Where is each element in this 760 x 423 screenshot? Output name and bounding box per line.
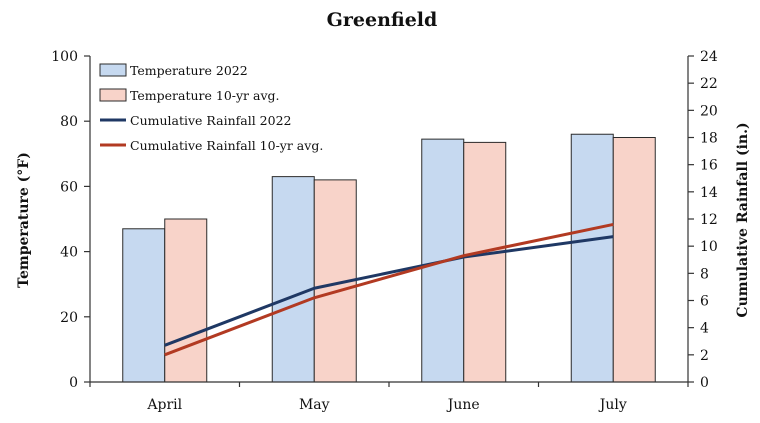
x-tick-label: April [146,397,182,413]
y2-tick-label: 24 [700,49,718,65]
x-tick-label: July [598,397,627,413]
line-rainfall-2022 [164,235,614,347]
line-rainfall-10yr [164,222,614,357]
y2-tick-label: 20 [700,103,718,119]
y-tick-label: 20 [60,310,78,326]
y2-tick-label: 16 [700,158,718,174]
bar-temp-2022-july [570,133,614,383]
y-axis-title: Temperature (°F) [16,152,32,288]
bar-temp-10yr-april [164,218,208,383]
y2-tick-label: 18 [700,131,718,147]
chart-title: Greenfield [327,9,438,31]
legend-label-2: Cumulative Rainfall 2022 [130,113,291,128]
legend-label-3: Cumulative Rainfall 10-yr avg. [130,138,323,153]
legend-swatch-1 [99,88,127,102]
y2-tick-label: 10 [700,239,718,255]
legend-label-1: Temperature 10-yr avg. [130,88,280,103]
y2-tick-label: 14 [700,185,718,201]
y2-tick-label: 2 [700,348,709,364]
y2-tick-label: 12 [700,212,718,228]
bar-temp-10yr-june [463,141,507,383]
y2-tick-label: 22 [700,76,718,92]
x-tick-label: May [299,397,330,413]
y-tick-label: 40 [60,245,78,261]
y-tick-label: 80 [60,114,78,130]
legend-swatch-0 [99,63,127,77]
bar-temp-2022-may [271,176,315,383]
y-tick-label: 0 [69,375,78,391]
y-tick-label: 100 [51,49,78,65]
y2-axis-title: Cumulative Rainfall (in.) [735,122,751,317]
y-tick-label: 60 [60,179,78,195]
y2-tick-label: 0 [700,375,709,391]
lines-layer [164,222,614,357]
y2-tick-label: 6 [700,294,709,310]
bar-temp-2022-april [122,228,166,383]
y2-tick-label: 8 [700,266,709,282]
legend-label-0: Temperature 2022 [130,63,248,78]
legend: Temperature 2022 Temperature 10-yr avg. Cu… [99,63,323,153]
bars-layer [122,133,656,383]
x-tick-label: June [446,397,480,413]
y2-tick-label: 4 [700,321,709,337]
bar-temp-10yr-july [612,137,656,383]
